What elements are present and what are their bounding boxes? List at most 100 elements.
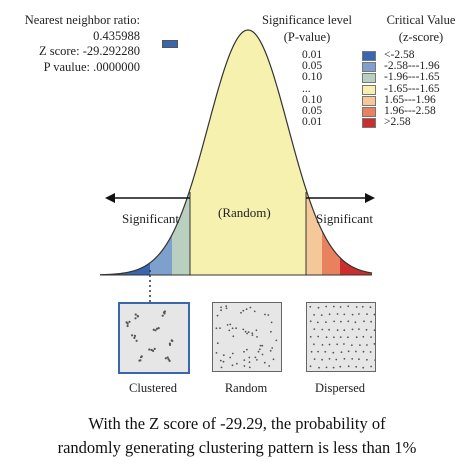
random-point bbox=[270, 321, 273, 324]
random-point bbox=[254, 356, 257, 359]
dispersed-point bbox=[343, 329, 346, 332]
random-point bbox=[215, 352, 218, 354]
dispersed-point bbox=[370, 365, 372, 368]
random-point bbox=[219, 327, 221, 329]
random-point bbox=[215, 327, 218, 330]
random-point bbox=[231, 364, 234, 367]
region-p001-low bbox=[100, 262, 150, 275]
dispersed-point bbox=[336, 329, 339, 332]
dispersed-point bbox=[362, 350, 365, 353]
dispersed-point bbox=[332, 351, 335, 354]
dispersed-point bbox=[328, 358, 331, 360]
cluster-point bbox=[168, 342, 171, 345]
dispersed-point bbox=[325, 305, 328, 308]
legend-p-value: 0.05 bbox=[302, 60, 323, 73]
region-p001-high bbox=[340, 257, 372, 275]
dispersed-point bbox=[325, 321, 327, 323]
legend-swatch bbox=[362, 73, 376, 84]
random-point bbox=[275, 339, 278, 342]
dispersed-point bbox=[324, 350, 327, 353]
cluster-point bbox=[136, 314, 139, 318]
cluster-point bbox=[152, 328, 155, 331]
dispersed-point bbox=[310, 350, 313, 353]
dispersed-point bbox=[355, 365, 358, 368]
dispersed-point bbox=[347, 336, 349, 339]
legend-z-value: 1.65---1.96 bbox=[384, 93, 436, 106]
random-point bbox=[220, 306, 222, 309]
random-point bbox=[242, 309, 245, 312]
random-point bbox=[225, 305, 228, 307]
legend-swatch bbox=[362, 118, 376, 129]
random-point bbox=[220, 366, 223, 369]
cluster-point bbox=[128, 320, 131, 323]
dispersed-point bbox=[361, 305, 364, 308]
dispersed-point bbox=[374, 359, 375, 361]
dispersed-point bbox=[373, 329, 375, 332]
random-point bbox=[261, 344, 264, 347]
random-point bbox=[248, 356, 251, 359]
random-point bbox=[249, 306, 252, 309]
cluster-point bbox=[161, 314, 164, 317]
legend-p-value: 0.05 bbox=[302, 105, 323, 117]
random-point bbox=[248, 366, 251, 369]
random-point bbox=[231, 327, 234, 330]
dispersed-point bbox=[370, 336, 372, 338]
dispersed-label: Dispersed bbox=[315, 381, 365, 395]
dispersed-point bbox=[328, 343, 331, 346]
legend-z-value: -1.96---1.65 bbox=[384, 71, 440, 84]
dispersed-point bbox=[313, 358, 316, 360]
legend-swatch bbox=[362, 107, 376, 117]
cluster-point bbox=[150, 348, 153, 352]
legend-swatch bbox=[362, 84, 376, 95]
legend-z-value: -2.58---1.96 bbox=[384, 60, 440, 73]
cluster-point bbox=[171, 339, 174, 343]
dispersed-point bbox=[351, 328, 354, 331]
random-point bbox=[256, 336, 258, 338]
dispersed-point bbox=[317, 350, 319, 353]
random-point bbox=[222, 354, 225, 357]
random-label: (Random) bbox=[218, 205, 271, 220]
region-random bbox=[190, 30, 306, 275]
dispersed-point bbox=[347, 365, 350, 368]
legend-p-value: 0.01 bbox=[302, 49, 323, 61]
cluster-point bbox=[133, 334, 137, 337]
dispersed-point bbox=[351, 313, 354, 316]
dispersed-point bbox=[355, 350, 357, 353]
random-point bbox=[235, 327, 237, 330]
cluster-point bbox=[125, 321, 128, 324]
cluster-point bbox=[153, 347, 156, 350]
p-value-text: P vaulue: .0000000 bbox=[43, 59, 140, 74]
random-point bbox=[244, 330, 247, 333]
dispersed-point bbox=[339, 365, 342, 368]
legend-p-value: 0.10 bbox=[302, 71, 323, 84]
random-point bbox=[229, 356, 232, 359]
random-point bbox=[264, 313, 266, 316]
dispersed-point bbox=[358, 358, 360, 361]
dispersed-point bbox=[309, 320, 312, 323]
random-point bbox=[261, 353, 264, 356]
dispersed-point bbox=[365, 328, 368, 331]
cluster-point bbox=[140, 355, 143, 358]
cluster-point bbox=[131, 334, 134, 337]
dispersed-point bbox=[351, 358, 354, 360]
random-label-panel: Random bbox=[224, 381, 268, 395]
dispersed-point bbox=[321, 328, 324, 331]
dispersed-point bbox=[313, 328, 316, 330]
random-point bbox=[267, 314, 270, 316]
dispersed-point bbox=[358, 313, 360, 315]
dispersed-point bbox=[343, 357, 346, 360]
cluster-point bbox=[148, 348, 151, 351]
random-point bbox=[232, 335, 235, 338]
z-score-text: Z score: -29.292280 bbox=[38, 44, 140, 58]
legend-swatch bbox=[362, 51, 376, 61]
dispersed-point bbox=[313, 343, 315, 346]
random-point bbox=[263, 361, 266, 364]
dispersed-point bbox=[320, 314, 323, 316]
random-point bbox=[271, 347, 274, 349]
cluster-point bbox=[126, 324, 129, 328]
cluster-point bbox=[133, 336, 136, 339]
region-p010-low bbox=[172, 189, 190, 275]
dispersed-point bbox=[309, 305, 312, 308]
random-point bbox=[269, 349, 272, 352]
